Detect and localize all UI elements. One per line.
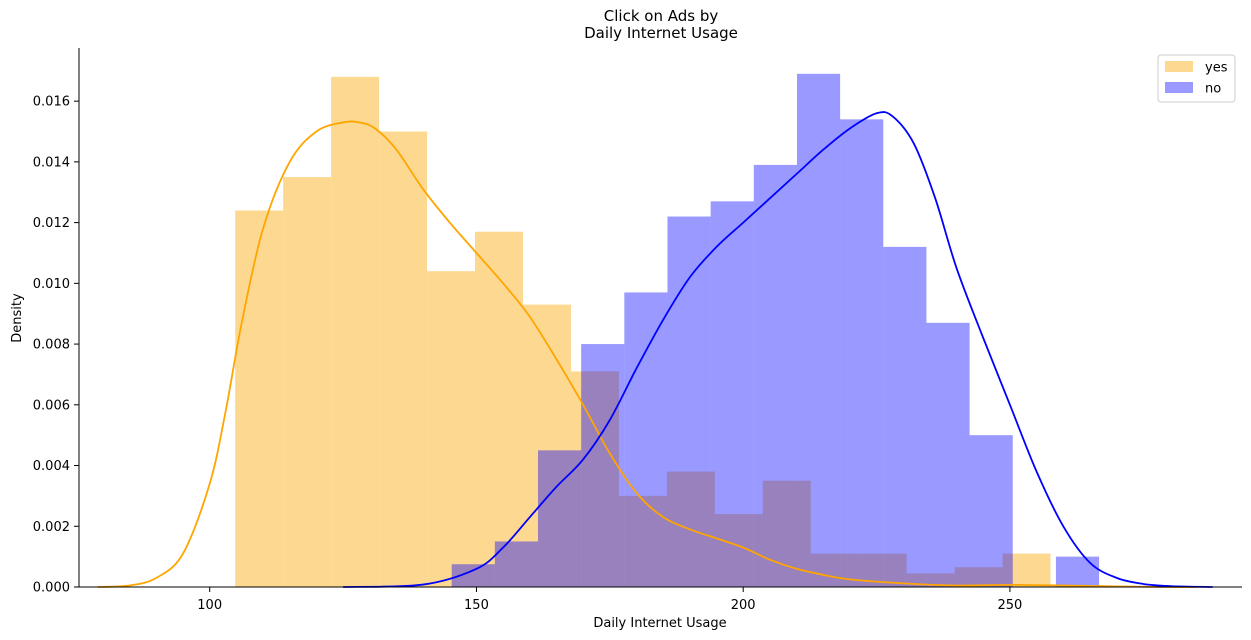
bar-yes-7: [570, 371, 619, 587]
legend-swatch-no: [1165, 82, 1193, 93]
bar-yes-3: [379, 131, 428, 587]
legend-swatch-yes: [1165, 61, 1193, 72]
bar-no-10: [883, 246, 927, 587]
bar-no-7: [753, 164, 797, 587]
bar-yes-5: [475, 231, 523, 587]
bar-no-14: [1055, 556, 1100, 587]
kde-line-no: [343, 111, 1213, 588]
bar-no-0: [451, 564, 495, 587]
bar-no-6: [710, 201, 754, 587]
legend: yes no: [1157, 54, 1236, 103]
y-tick-label: 0.004: [33, 459, 70, 474]
bar-no-8: [796, 73, 841, 587]
bar-no-5: [667, 216, 711, 587]
y-axis-ticks: 0.000 0.002 0.004 0.006 0.008 0.010 0.012 0.014…: [33, 95, 79, 596]
bar-no-9: [840, 119, 884, 588]
x-tick-label: 100: [197, 598, 222, 613]
y-tick-label: 0.014: [33, 155, 70, 170]
bar-yes-10: [714, 514, 763, 587]
kde-lines: [97, 111, 1213, 588]
y-tick-label: 0.012: [33, 216, 70, 231]
bar-yes-12: [810, 553, 859, 587]
bar-yes-0: [235, 210, 284, 587]
bar-no-4: [624, 292, 668, 587]
bar-no-11: [926, 322, 970, 587]
x-tick-label: 200: [731, 598, 756, 613]
bar-yes-4: [427, 271, 476, 587]
bar-yes-1: [283, 177, 332, 587]
y-tick-label: 0.002: [33, 520, 70, 535]
legend-label-yes: yes: [1205, 61, 1228, 76]
y-tick-label: 0.010: [33, 277, 70, 292]
axes: [78, 48, 1242, 588]
x-axis-ticks: 100 150 200 250: [197, 587, 1022, 613]
kde-line-yes: [97, 120, 1197, 588]
histogram-no: [451, 73, 1100, 588]
bar-yes-11: [762, 480, 811, 587]
bar-no-12: [969, 435, 1013, 587]
chart-title-line-2: Daily Internet Usage: [584, 24, 738, 42]
y-tick-label: 0.006: [33, 398, 70, 413]
histogram-yes: [235, 76, 1051, 587]
bar-yes-2: [331, 76, 380, 587]
y-tick-label: 0.008: [33, 338, 70, 353]
bar-no-2: [538, 450, 582, 587]
bar-yes-6: [522, 304, 571, 587]
bar-yes-15: [954, 567, 1003, 587]
bar-yes-8: [618, 495, 667, 587]
legend-label-no: no: [1205, 82, 1221, 97]
bar-yes-16: [1002, 553, 1051, 587]
y-axis-title: Density: [10, 293, 25, 343]
x-axis-title: Daily Internet Usage: [593, 616, 726, 631]
x-tick-label: 250: [998, 598, 1023, 613]
chart-title: Click on Ads by Daily Internet Usage: [584, 7, 738, 42]
y-tick-label: 0.016: [33, 95, 70, 110]
x-tick-label: 150: [464, 598, 489, 613]
y-tick-label: 0.000: [33, 581, 70, 596]
chart-title-line-1: Click on Ads by: [604, 7, 719, 25]
